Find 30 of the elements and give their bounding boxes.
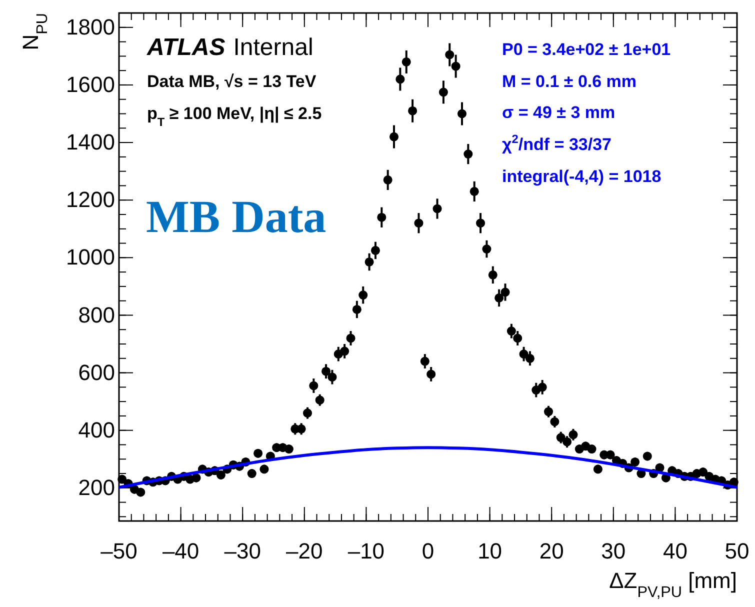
y-tick-label: 1200 — [66, 187, 115, 212]
annotation: integral(-4,4) = 1018 — [502, 167, 662, 186]
y-tick-label: 600 — [78, 360, 115, 385]
annotation: χ$^{2}$/ndf = 33/37 — [502, 132, 612, 154]
x-tick-label: –30 — [224, 538, 261, 564]
annotation: MB Data — [146, 191, 326, 242]
annotation: P0 = 3.4e+02 ± 1e+01 — [502, 40, 671, 59]
annotation: M = 0.1 ± 0.6 mm — [502, 72, 637, 91]
x-tick-label: 40 — [662, 538, 688, 564]
y-tick-label: 800 — [78, 302, 115, 328]
y-tick-label: 1400 — [66, 130, 115, 155]
annotation: p$_{T}$ ≥ 100 MeV, |η| ≤ 2.5 — [147, 104, 322, 129]
x-tick-label: 0 — [422, 538, 434, 564]
x-axis-title: ΔZ$_{PV,PU}$ [mm] — [609, 568, 737, 600]
x-tick-label: 20 — [539, 538, 564, 564]
x-tick-label: –10 — [348, 538, 385, 564]
x-tick-label: 50 — [724, 538, 750, 564]
x-tick-label: –50 — [100, 538, 138, 564]
annotation: Data MB, √s = 13 TeV — [147, 72, 317, 91]
annotation: σ = 49 ± 3 mm — [502, 103, 616, 122]
x-tick-label: 30 — [601, 538, 626, 564]
y-tick-label: 1800 — [66, 14, 115, 40]
x-tick-label: –20 — [286, 538, 323, 564]
y-tick-label: 400 — [78, 417, 115, 442]
annotation: ATLAS Internal — [146, 34, 314, 61]
y-tick-label: 200 — [78, 474, 115, 500]
x-tick-label: 10 — [478, 538, 502, 564]
x-tick-label: –40 — [162, 538, 200, 564]
y-tick-label: 1600 — [66, 72, 115, 97]
y-tick-label: 1000 — [66, 244, 115, 270]
